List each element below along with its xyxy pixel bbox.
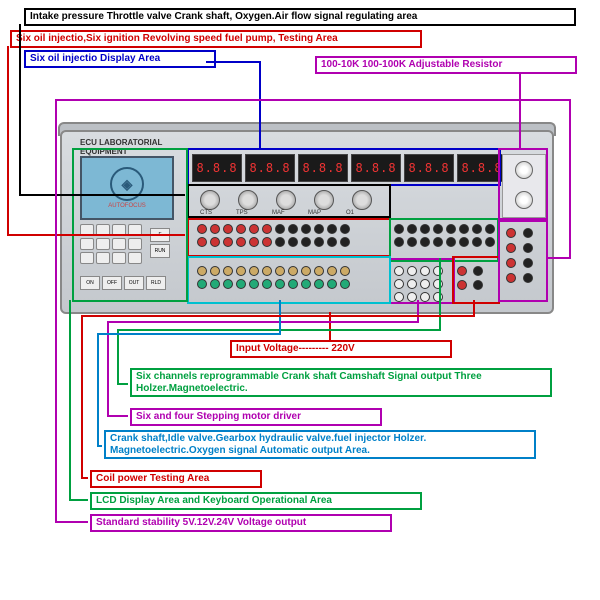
region-resistor_mag [498, 148, 548, 220]
callout-l11: Standard stability 5V.12V.24V Voltage ou… [90, 514, 392, 532]
callout-l2: Six oil injectio,Six ignition Revolving … [10, 30, 422, 48]
region-coil_red [452, 256, 500, 304]
region-injectio_red [187, 218, 391, 257]
region-lcd_green [72, 148, 188, 302]
callout-l1: Intake pressure Throttle valve Crank sha… [24, 8, 576, 26]
callout-l8: Crank shaft,Idle valve.Gearbox hydraulic… [104, 430, 536, 459]
callout-l10: LCD Display Area and Keyboard Operationa… [90, 492, 422, 510]
region-volt_mag [498, 220, 548, 302]
callout-l6: Six channels reprogrammable Crank shaft … [130, 368, 552, 397]
callout-l3: Six oil injectio Display Area [24, 50, 216, 68]
callout-l4: 100-10K 100-100K Adjustable Resistor [315, 56, 577, 74]
region-cyan_out [187, 256, 391, 304]
callout-l5: Input Voltage--------- 220V [230, 340, 452, 358]
callout-l7: Six and four Stepping motor driver [130, 408, 382, 426]
callout-l9: Coil power Testing Area [90, 470, 262, 488]
region-mag_motor [389, 258, 455, 304]
region-display_blue [187, 148, 501, 186]
region-knobs_black [187, 184, 391, 218]
